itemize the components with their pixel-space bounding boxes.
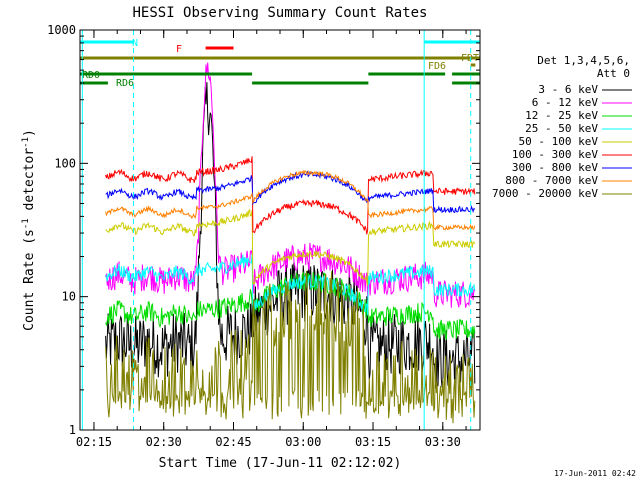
- legend-label: 300 - 800 keV: [512, 161, 598, 174]
- attenuator-lines: [81, 30, 472, 430]
- flag-label-rd6: RD6: [116, 78, 134, 89]
- legend-label: 6 - 12 keV: [532, 96, 599, 109]
- legend-label: 50 - 100 keV: [519, 135, 599, 148]
- flag-label-rd0: RD0: [82, 70, 100, 81]
- flag-label-fdt: FDT: [461, 53, 479, 64]
- y-tick-label: 10: [62, 290, 76, 304]
- legend-label: 3 - 6 keV: [538, 83, 598, 96]
- y-tick-label: 100: [54, 156, 76, 170]
- legend-label: 12 - 25 keV: [525, 109, 598, 122]
- y-axis-label-sup2: -1: [21, 137, 31, 148]
- x-tick-label: 03:15: [355, 435, 391, 449]
- legend-label: 800 - 7000 keV: [505, 174, 598, 187]
- footer-timestamp: 17-Jun-2011 02:42: [554, 469, 636, 478]
- x-axis: 02:15 02:30 02:45 03:00 03:15 03:30: [76, 30, 467, 449]
- flag-label-n: N: [132, 38, 138, 49]
- legend-header-detectors: Det 1,3,4,5,6,: [537, 54, 630, 67]
- legend-label: 100 - 300 keV: [512, 148, 598, 161]
- series-line-5: [105, 156, 476, 235]
- series-line-7: [105, 169, 476, 231]
- series-line-6: [105, 170, 476, 214]
- y-axis-label: Count Rate (s-1 detector-1): [21, 129, 37, 331]
- y-tick-label: 1: [69, 423, 76, 437]
- x-tick-label: 02:45: [215, 435, 251, 449]
- x-tick-label: 03:30: [425, 435, 461, 449]
- flag-label-f: F: [176, 44, 182, 55]
- x-tick-label: 02:15: [76, 435, 112, 449]
- y-axis: 1 10 100 1000: [47, 23, 480, 437]
- chart-title: HESSI Observing Summary Count Rates: [132, 5, 427, 21]
- legend-header-attenuator: Att 0: [597, 67, 630, 80]
- x-axis-label: Start Time (17-Jun-11 02:12:02): [159, 456, 402, 471]
- series-line-1: [105, 62, 476, 308]
- series-line-8: [105, 270, 476, 424]
- legend-label: 7000 - 20000 keV: [492, 187, 598, 200]
- data-curves: [105, 62, 476, 424]
- x-tick-label: 02:30: [146, 435, 182, 449]
- legend-label: 25 - 50 keV: [525, 122, 598, 135]
- series-line-3: [105, 254, 476, 316]
- y-axis-label-sup1: -1: [21, 218, 31, 229]
- y-axis-label-main: Count Rate (s: [22, 229, 37, 331]
- flag-label-fd6: FD6: [428, 61, 446, 72]
- series-line-4: [105, 208, 476, 286]
- y-tick-label: 1000: [47, 23, 76, 37]
- y-axis-label-end: ): [22, 129, 37, 137]
- y-axis-label-mid: detector: [22, 148, 37, 219]
- x-tick-label: 03:00: [285, 435, 321, 449]
